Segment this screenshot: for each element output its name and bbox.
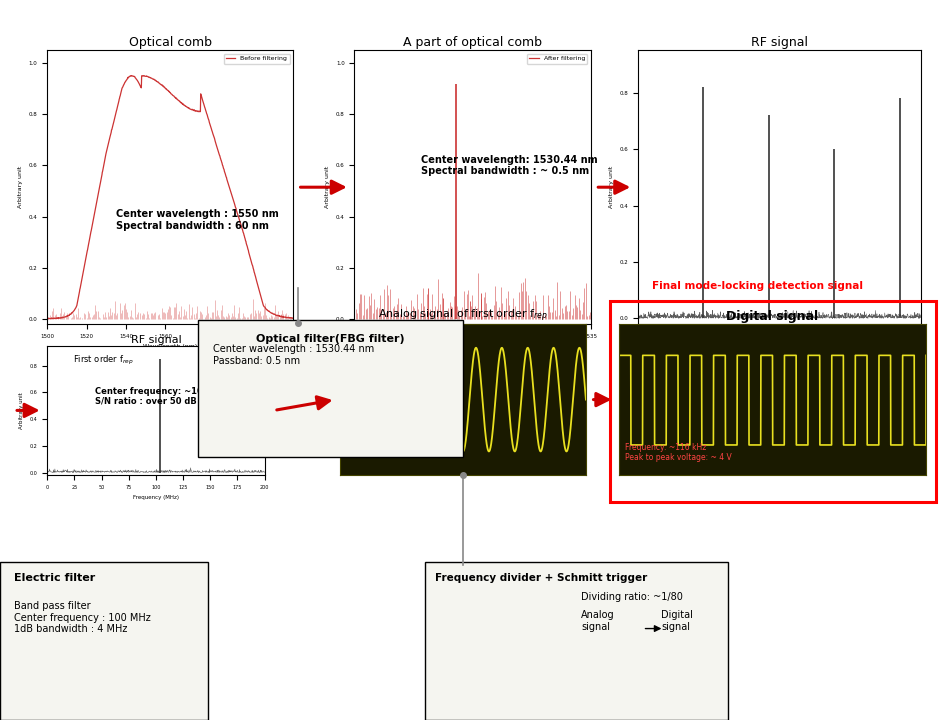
Text: Optical filter(FBG filter): Optical filter(FBG filter) <box>256 334 405 344</box>
Point <box>549 620 565 631</box>
X-axis label: Frequency (MHz): Frequency (MHz) <box>133 495 178 500</box>
Legend: After filtering: After filtering <box>526 53 587 64</box>
X-axis label: Frequency (MHz): Frequency (MHz) <box>752 344 805 349</box>
Point <box>444 695 459 706</box>
Y-axis label: Arbitrary unit: Arbitrary unit <box>325 166 330 208</box>
Title: RF signal: RF signal <box>130 335 181 345</box>
Point <box>453 696 468 707</box>
Text: Dividing ratio: ~1/80: Dividing ratio: ~1/80 <box>581 592 683 602</box>
Title: A part of optical comb: A part of optical comb <box>402 36 542 49</box>
Y-axis label: Arbitrary unit: Arbitrary unit <box>19 392 25 429</box>
Text: First order f$_{rep}$: First order f$_{rep}$ <box>74 354 134 367</box>
Point <box>448 678 464 689</box>
Point <box>530 644 545 655</box>
Point <box>544 670 559 682</box>
Title: Analog signal of first order f$_{rep}$: Analog signal of first order f$_{rep}$ <box>378 307 548 324</box>
Title: Digital signal: Digital signal <box>726 310 818 323</box>
X-axis label: Wavelength (nm): Wavelength (nm) <box>143 344 197 349</box>
Text: Frequency: ~104 MHz
Peak to peak voltage: ~ 80 mV: Frequency: ~104 MHz Peak to peak voltage… <box>345 436 464 456</box>
Title: Optical comb: Optical comb <box>128 36 211 49</box>
X-axis label: Wavelength (nm): Wavelength (nm) <box>445 344 499 349</box>
Text: Frequency divider + Schmitt trigger: Frequency divider + Schmitt trigger <box>434 573 647 583</box>
Point <box>555 678 570 689</box>
Title: RF signal: RF signal <box>750 36 807 49</box>
FancyBboxPatch shape <box>32 651 176 703</box>
Legend: Before filtering: Before filtering <box>224 53 290 64</box>
Point <box>437 696 452 708</box>
Point <box>501 647 516 658</box>
Point <box>514 610 530 621</box>
Y-axis label: Arbitrary unit: Arbitrary unit <box>608 166 614 208</box>
Text: Center wavelength : 1550 nm
Spectral bandwidth : 60 nm: Center wavelength : 1550 nm Spectral ban… <box>116 210 278 231</box>
Point <box>461 694 476 706</box>
Point <box>471 695 486 706</box>
Text: Center wavelength: 1530.44 nm
Spectral bandwidth : ~ 0.5 nm: Center wavelength: 1530.44 nm Spectral b… <box>420 155 597 176</box>
Text: Analog
signal: Analog signal <box>581 611 615 632</box>
Point <box>515 649 531 660</box>
Point <box>435 610 450 621</box>
Text: Electric filter: Electric filter <box>14 573 95 583</box>
Point <box>511 660 526 672</box>
Point <box>518 686 533 698</box>
Text: Center frequency: ~104 MHz
S/N ratio : over 50 dB: Center frequency: ~104 MHz S/N ratio : o… <box>95 387 231 406</box>
Point <box>508 623 523 634</box>
Y-axis label: Arbitrary unit: Arbitrary unit <box>18 166 24 208</box>
Point <box>527 627 542 639</box>
Text: Frequency: ~116 kHz
Peak to peak voltage: ~ 4 V: Frequency: ~116 kHz Peak to peak voltage… <box>625 443 731 462</box>
Text: Final mode-locking detection signal: Final mode-locking detection signal <box>651 282 862 292</box>
Point <box>485 662 500 674</box>
Point <box>455 646 470 657</box>
Point <box>485 698 500 709</box>
Point <box>482 645 497 657</box>
Point <box>456 614 471 626</box>
Text: Center wavelength : 1530.44 nm
Passband: 0.5 nm: Center wavelength : 1530.44 nm Passband:… <box>212 344 374 366</box>
Text: Band pass filter
Center frequency : 100 MHz
1dB bandwidth : 4 MHz: Band pass filter Center frequency : 100 … <box>14 601 151 634</box>
Point <box>466 683 481 695</box>
Point <box>446 662 461 674</box>
Text: Digital
signal: Digital signal <box>661 611 693 632</box>
